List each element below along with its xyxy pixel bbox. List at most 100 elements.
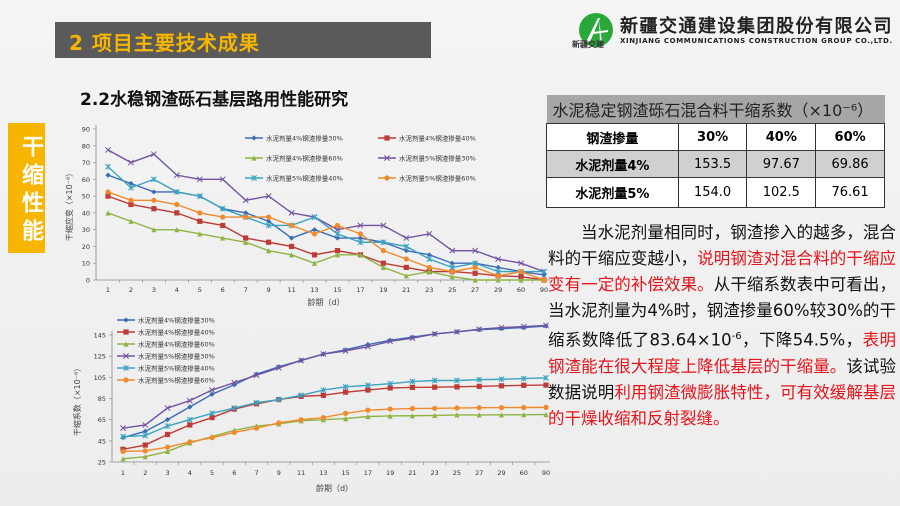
x-tick-label: 29 [494, 286, 502, 294]
data-point [380, 264, 386, 271]
data-point [187, 439, 193, 445]
data-point [151, 227, 157, 233]
data-point [342, 383, 349, 390]
legend-label: 水泥剂量5%钢渣掺量60% [399, 174, 476, 183]
data-point [520, 375, 527, 382]
data-point [311, 231, 318, 237]
data-point [298, 417, 304, 423]
data-point [403, 273, 409, 279]
legend-marker [251, 175, 257, 181]
series-line [107, 149, 545, 273]
y-tick-label: 105 [94, 374, 106, 382]
legend-item: 水泥剂量4%钢渣掺量60% [245, 154, 343, 163]
data-point [454, 405, 460, 411]
x-tick-label: 19 [386, 469, 394, 477]
table-title: 水泥稳定钢渣砾石混合料干缩系数（×10⁻⁶） [546, 95, 885, 124]
x-tick-label: 21 [402, 286, 410, 294]
data-point [365, 341, 371, 348]
data-point [521, 412, 527, 418]
series-line [107, 191, 545, 281]
data-point [253, 425, 260, 431]
legend-label: 水泥剂量4%钢渣掺量60% [266, 154, 343, 163]
highlight-text: 说明钢渣对混合料的干缩应变有一定的补偿效果。 [548, 249, 897, 294]
data-point [186, 397, 193, 404]
y-axis-label: 干缩系数（×10⁻⁶） [72, 364, 82, 436]
x-tick-label: 4 [188, 469, 192, 477]
data-point [174, 210, 180, 216]
data-point [105, 193, 111, 199]
legend-item: 水泥剂量4%钢渣掺量60% [117, 340, 215, 349]
data-point [275, 364, 282, 371]
legend-marker [123, 353, 129, 359]
slide-subtitle: 2.2水稳钢渣砾石基层路用性能研究 [80, 90, 349, 110]
x-tick-label: 23 [431, 469, 439, 477]
data-point [409, 334, 416, 340]
x-tick-label: 11 [287, 286, 295, 294]
data-point [409, 335, 416, 342]
data-point [518, 277, 524, 283]
x-tick-label: 15 [333, 286, 341, 294]
data-point [449, 260, 455, 266]
data-point [409, 384, 416, 390]
data-point [426, 230, 433, 237]
y-tick-label: 10 [82, 260, 90, 268]
data-point [320, 414, 326, 421]
data-point [541, 277, 547, 283]
data-point [403, 264, 409, 271]
legend-item: 水泥剂量5%钢渣掺量30% [378, 154, 476, 163]
y-tick-label: 40 [82, 209, 90, 217]
data-point [173, 188, 180, 195]
data-point [231, 379, 238, 386]
table-cell: 97.67 [746, 150, 817, 178]
data-point [151, 189, 157, 195]
y-tick-label: 145 [94, 332, 106, 340]
data-point [357, 239, 364, 246]
data-point [432, 384, 438, 390]
data-point [357, 252, 364, 258]
legend-marker [123, 365, 129, 371]
x-tick-label: 3 [165, 469, 169, 477]
data-point [365, 413, 371, 420]
data-point [142, 422, 149, 428]
data-point [275, 396, 282, 403]
data-point [311, 252, 318, 258]
data-point [543, 404, 549, 410]
y-tick-label: 90 [82, 126, 90, 134]
data-point [187, 422, 193, 428]
data-point [142, 448, 148, 454]
x-tick-label: 5 [198, 286, 202, 294]
data-point [127, 184, 134, 191]
data-point [209, 435, 215, 441]
legend-item: 水泥剂量4%钢渣掺量30% [245, 134, 343, 143]
data-point [476, 376, 483, 383]
y-tick-label: 50 [82, 193, 90, 201]
x-tick-label: 17 [356, 286, 364, 294]
section-header-bar: 2 项目主要技术成果 [55, 22, 431, 58]
data-point [105, 210, 111, 216]
data-point [105, 147, 111, 153]
x-tick-label: 6 [232, 469, 236, 477]
legend-marker [384, 135, 390, 141]
data-point [498, 324, 505, 331]
y-tick-label: 60 [82, 176, 90, 184]
data-point [380, 222, 387, 229]
data-point [105, 163, 111, 170]
data-point [209, 414, 215, 421]
data-point [357, 222, 364, 229]
data-point [426, 264, 432, 271]
series-line [107, 212, 544, 281]
series-5 [105, 163, 547, 275]
data-point [174, 227, 180, 233]
data-point [541, 272, 547, 278]
data-point [453, 377, 460, 384]
series-2 [120, 382, 549, 452]
x-tick-label: 29 [497, 469, 505, 477]
highlight-text: 表明钢渣能在很大程度上降低基层的干缩量。 [548, 330, 897, 376]
data-point [311, 260, 318, 266]
legend-label: 水泥剂量4%钢渣掺量30% [266, 134, 343, 143]
x-tick-label: 3 [152, 286, 156, 294]
x-tick-label: 17 [364, 469, 372, 477]
y-tick-label: 85 [98, 395, 106, 403]
data-point [521, 324, 527, 331]
data-point [164, 431, 171, 438]
